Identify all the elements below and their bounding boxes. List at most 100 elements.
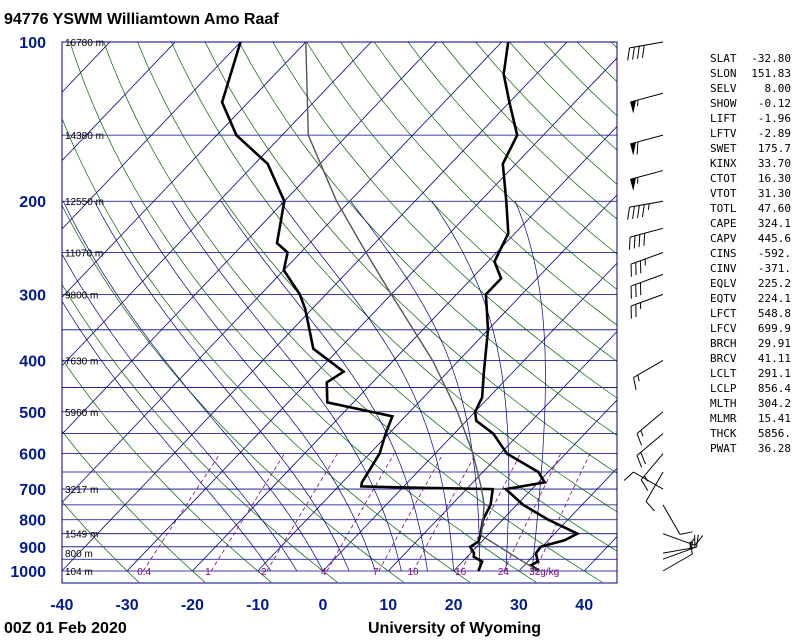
wind-barb [630,134,664,156]
index-value: 36.28 [758,442,791,455]
chart-title: 94776 YSWM Williamtown Amo Raaf [4,11,279,28]
moist-adiabat [171,201,402,572]
footer-source: University of Wyoming [368,620,541,637]
background-grid [62,42,617,583]
dry-adiabat [69,42,537,583]
index-name: LFTV [710,127,737,140]
index-value: 548.8 [758,307,791,320]
index-value: 8.00 [765,82,792,95]
wind-barb [662,541,693,572]
index-name: CTOT [710,172,737,185]
height-label: 14380 m [65,131,104,142]
sounding-traces [220,42,581,573]
mixing-ratio-label: 7 [373,567,379,578]
index-name: SLAT [710,52,737,65]
index-name: EQLV [710,277,737,290]
mixing-ratio-label: 4 [321,567,327,578]
isotherm-line [62,42,372,367]
wind-barb [640,453,664,491]
isotherm-line [62,42,242,230]
index-value: 5856. [758,427,791,440]
index-value: -371. [758,262,791,275]
mixing-ratio-line [326,453,395,572]
wind-barb [627,41,664,61]
pressure-tick-label: 500 [19,405,46,422]
index-name: CAPV [710,232,737,245]
height-label: 1549 m [65,530,98,541]
isotherm-line [62,42,568,572]
index-name: SELV [710,82,737,95]
index-value: 151.83 [751,67,791,80]
wind-barb [662,504,693,535]
dry-adiabat [62,117,470,583]
dry-adiabat [62,204,404,583]
mixing-ratio-line [266,453,338,572]
isotherm-line [192,125,617,572]
temperature-tick-label: -10 [246,597,269,614]
index-value: -32.80 [751,52,791,65]
wind-barb [630,273,664,299]
moist-adiabat [279,200,454,572]
isotherm-line [257,194,617,572]
height-label: 800 m [65,549,93,560]
mixing-ratio-label: 24 [498,567,510,578]
index-value: 699.9 [758,322,791,335]
moist-adiabat [129,201,376,572]
dry-adiabat [103,42,603,583]
isotherm-line [62,42,503,503]
mixing-ratio-line [460,453,521,572]
pressure-tick-label: 100 [19,35,46,52]
dry-adiabat [62,283,338,583]
index-name: CAPE [710,217,737,230]
pressure-tick-label: 1000 [10,564,46,581]
dry-adiabat [340,42,617,326]
dewpoint-trace [220,42,495,572]
wind-barb [628,227,664,250]
isotherm-line [62,42,176,162]
index-name: LCLT [710,367,737,380]
index-value: -592. [758,247,791,260]
temperature-tick-label: 20 [445,597,463,614]
wind-barb [662,534,699,554]
isotherm-line [518,467,617,572]
index-name: CINS [710,247,737,260]
index-name: MLMR [710,412,737,425]
index-name: LCLP [710,382,737,395]
temperature-tick-label: 40 [575,597,593,614]
temperature-tick-label: 0 [319,597,328,614]
index-value: 445.6 [758,232,791,245]
index-name: LIFT [710,112,737,125]
mixing-ratio-label: 1 [205,567,211,578]
wind-barb [630,170,664,191]
moist-adiabat [94,201,350,572]
index-name: THCK [710,427,737,440]
index-value: 33.70 [758,157,791,170]
dry-adiabat [62,358,272,583]
index-name: PWAT [710,442,737,455]
index-name: LFCV [710,322,737,335]
height-label: 9800 m [65,290,98,301]
plot-frame [61,41,618,584]
index-value: 175.7 [758,142,791,155]
height-label: 104 m [65,567,93,578]
index-name: BRCV [710,352,737,365]
index-name: SLON [710,67,737,80]
axis-labels: 0.4 1 2 4 7 10 16 24 32g/kg100200300400500600700… [10,35,593,614]
pressure-tick-label: 600 [19,447,46,464]
dry-adiabat [62,430,206,583]
dry-adiabat [475,42,617,185]
temperature-tick-label: 10 [379,597,397,614]
dry-adiabat [306,42,617,362]
index-value: -1.96 [758,112,791,125]
dry-adiabat [137,42,617,552]
isotherm-line [322,262,617,572]
mixing-ratio-line [378,453,444,572]
index-value: 304.2 [758,397,791,410]
height-label: 5960 m [65,408,98,419]
footer-time: 00Z 01 Feb 2020 [4,620,127,637]
index-name: BRCH [710,337,737,350]
index-name: SWET [710,142,737,155]
mixing-ratio-line [534,453,591,572]
temperature-tick-label: -20 [181,597,204,614]
